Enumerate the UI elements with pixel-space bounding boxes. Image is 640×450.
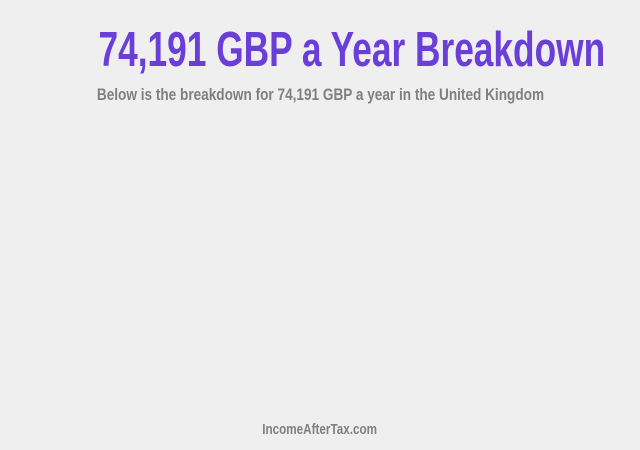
footer: IncomeAfterTax.com (0, 421, 640, 439)
page-header: 74,191 GBP a Year Breakdown (0, 22, 640, 78)
site-link[interactable]: IncomeAfterTax.com (262, 421, 378, 438)
page-subtitle-container: Below is the breakdown for 74,191 GBP a … (0, 85, 640, 105)
page-subtitle: Below is the breakdown for 74,191 GBP a … (96, 85, 544, 104)
page-title: 74,191 GBP a Year Breakdown (98, 23, 606, 77)
